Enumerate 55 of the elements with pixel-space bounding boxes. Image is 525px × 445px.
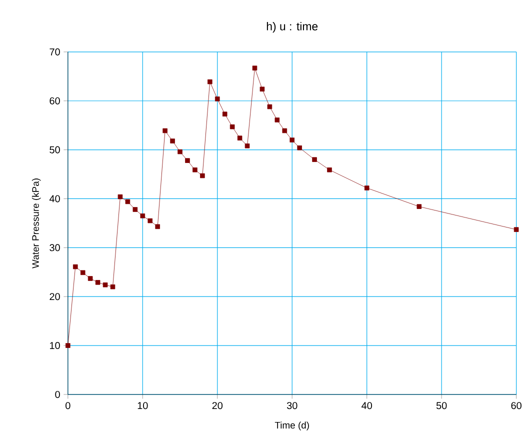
point (155, 224, 160, 229)
point (282, 128, 288, 133)
point (230, 124, 235, 129)
y-tick-label: 60 (50, 97, 60, 104)
x-tick-label: 40 (362, 402, 372, 409)
point (208, 79, 212, 84)
point (290, 137, 295, 142)
y-axis-title: Water Pressure (kPa) (32, 178, 41, 268)
y-tick-label: 10 (50, 342, 60, 349)
x-tick-label: 60 (511, 402, 522, 409)
x-tick-label: 0 (66, 402, 70, 409)
x-tick-label: 30 (286, 402, 298, 409)
point (88, 276, 93, 281)
point (364, 185, 370, 190)
point (66, 342, 70, 348)
y-tick-label: 20 (50, 292, 60, 300)
point (140, 213, 146, 218)
point (297, 145, 302, 150)
point (125, 199, 130, 204)
point (148, 218, 153, 223)
point (222, 111, 228, 116)
point (237, 135, 242, 140)
chart-title: h) u : time (266, 22, 318, 32)
point (327, 167, 332, 172)
y-tick-label: 0 (55, 390, 60, 398)
point (102, 282, 108, 288)
x-tick-label: 20 (212, 402, 223, 409)
y-tick-label: 30 (50, 244, 60, 251)
x-axis-title: Time (d) (274, 421, 309, 430)
point (110, 284, 116, 289)
point (80, 270, 86, 275)
point (252, 65, 258, 70)
x-tick-label: 50 (436, 402, 447, 409)
point (192, 167, 198, 172)
point (200, 173, 205, 178)
point (185, 158, 190, 163)
point (312, 156, 317, 162)
point (267, 104, 272, 109)
point (416, 204, 422, 209)
y-tick-label: 50 (50, 146, 60, 154)
point (170, 138, 175, 144)
point (260, 86, 265, 92)
y-tick-label: 40 (49, 195, 60, 202)
y-tick-label: 70 (50, 48, 60, 56)
point (162, 128, 168, 133)
point (118, 194, 123, 199)
point (244, 143, 250, 148)
point (73, 264, 78, 269)
point (178, 149, 182, 154)
point (95, 280, 100, 285)
point (132, 206, 138, 212)
x-tick-label: 10 (138, 402, 148, 409)
point (214, 96, 220, 102)
point (514, 226, 519, 232)
point (274, 117, 280, 122)
